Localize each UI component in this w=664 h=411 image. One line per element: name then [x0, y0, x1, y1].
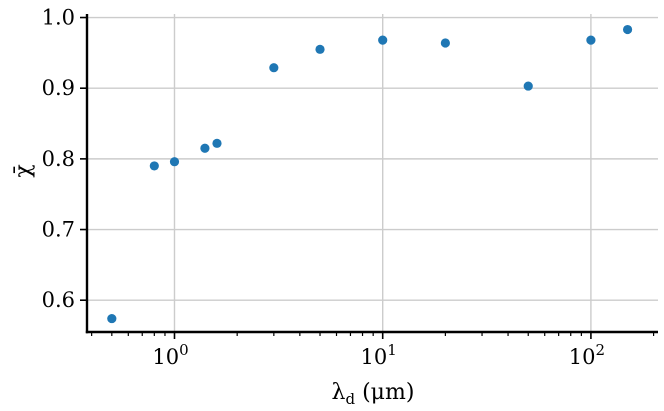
y-axis-label: χ̄: [11, 164, 36, 177]
y-tick-label-2: 0.8: [42, 147, 75, 171]
x-tick-label-0: 100: [152, 341, 188, 369]
data-point-1: [149, 161, 159, 171]
x-tick-label-2: 102: [569, 341, 605, 369]
data-point-11: [622, 24, 633, 35]
data-point-0: [107, 313, 117, 324]
y-tick-label-1: 0.7: [42, 218, 75, 242]
data-point-10: [586, 35, 596, 45]
axes: [80, 14, 658, 339]
data-point-6: [315, 44, 325, 54]
data-point-4: [212, 138, 222, 148]
y-tick-label-4: 1.0: [42, 6, 75, 30]
data-point-7: [378, 35, 388, 45]
data-points: [107, 24, 633, 324]
x-axis-label-symbol: λ: [332, 380, 346, 405]
x-axis-label: λd (μm): [332, 380, 415, 408]
y-axis-label-text: χ̄: [11, 164, 36, 177]
x-axis-label-text: λd (μm): [332, 380, 415, 408]
tick-labels: 0.6 0.7 0.8 0.9 1.0 100 101 102: [42, 6, 605, 369]
data-point-8: [440, 38, 450, 48]
data-point-3: [200, 143, 210, 153]
data-point-2: [169, 157, 180, 167]
y-tick-label-0: 0.6: [42, 288, 75, 312]
data-point-9: [523, 81, 533, 91]
x-axis-label-unit: (μm): [355, 380, 414, 405]
data-point-5: [269, 63, 279, 73]
y-tick-label-3: 0.9: [42, 76, 75, 100]
x-tick-label-1: 101: [361, 341, 397, 369]
x-axis-label-subscript: d: [346, 390, 356, 408]
grid: [87, 14, 658, 332]
